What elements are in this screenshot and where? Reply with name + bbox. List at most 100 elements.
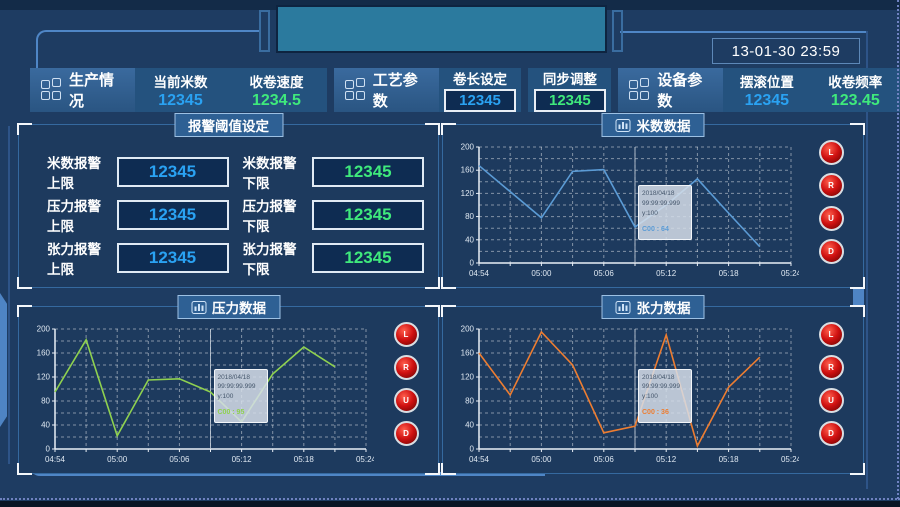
metric-swing-roller-position: 摆滚位置 12345 [723,68,811,112]
panel-pressure-data: 压力数据 0 40 80 120 160 200 04:54 05:00 05:06 05:12 0… [17,295,440,475]
svg-text:120: 120 [461,189,475,198]
chart-svg: 0 40 80 120 160 200 04:54 05:00 05:06 05:12 05:18 0… [461,143,802,279]
sync-adjust-input[interactable]: 12345 [533,89,606,112]
banner-connector-right [620,31,866,33]
svg-text:160: 160 [461,349,475,358]
svg-text:05:00: 05:00 [531,269,552,278]
svg-text:05:00: 05:00 [531,455,552,464]
led-button-U[interactable]: U [818,388,844,413]
alarm-label: 压力报警上限 [47,198,101,234]
metric-roll-length-setting: 卷长设定 12345 [438,68,522,112]
svg-text:40: 40 [465,235,474,244]
svg-text:05:24: 05:24 [356,455,374,464]
metric-label: 同步调整 [542,72,597,87]
metric-label: 收卷速度 [249,74,304,90]
title-banner [276,5,607,53]
meters-lower-limit-input[interactable]: 12345 [312,157,424,188]
svg-text:05:06: 05:06 [594,455,615,464]
svg-text:200: 200 [37,325,51,334]
corner-bracket [425,123,440,135]
alarm-label: 张力报警上限 [47,241,101,277]
group-device-parameters: 设备参数 [618,68,724,112]
svg-text:200: 200 [461,143,475,152]
chart-tooltip: 2018/04/18 99:99:99.999 y:100 C00 : 64 [638,185,692,241]
alarm-label: 米数报警下限 [242,156,297,192]
right-edge-ornament [853,252,864,350]
tension-line-chart[interactable]: 0 40 80 120 160 200 04:54 05:00 05:06 05:12 05:18 0… [453,323,802,469]
corner-bracket [425,277,440,289]
corner-bracket [850,123,865,135]
svg-text:40: 40 [41,421,50,430]
panel-alarm-thresholds: 报警阈值设定 米数报警上限 12345 米数报警下限 12345 压力报警上限 … [17,113,440,289]
svg-text:05:18: 05:18 [294,455,315,464]
grid-icon [629,78,650,100]
svg-text:05:12: 05:12 [232,455,253,464]
svg-text:0: 0 [470,445,475,454]
panel-title: 报警阈值设定 [174,113,283,137]
bottom-dotted-border [0,498,900,500]
meters-upper-limit-input[interactable]: 12345 [116,157,229,188]
led-button-L[interactable]: L [818,322,844,347]
pressure-upper-limit-input[interactable]: 12345 [116,199,229,230]
metric-value: 12345 [158,91,203,109]
svg-text:120: 120 [37,373,51,382]
corner-bracket [17,463,32,475]
left-edge-ornament [0,293,7,427]
metric-value: 123.45 [830,91,880,109]
tension-lower-limit-input[interactable]: 12345 [312,242,424,273]
panel-title: 米数数据 [601,113,705,137]
pressure-line-chart[interactable]: 0 40 80 120 160 200 04:54 05:00 05:06 05:12 05:18 0… [29,323,377,469]
svg-text:04:54: 04:54 [45,455,66,464]
corner-bracket [441,277,456,289]
led-button-U[interactable]: U [393,388,419,413]
bar-chart-icon [615,118,631,132]
panel-title-label: 压力数据 [212,301,266,316]
led-button-D[interactable]: D [393,421,419,446]
meter-line-chart[interactable]: 0 40 80 120 160 200 04:54 05:00 05:06 05:12 05:18 0… [453,141,802,283]
corner-bracket [441,123,456,135]
grid-icon [41,78,61,100]
tension-upper-limit-input[interactable]: 12345 [116,242,229,273]
alarm-label: 张力报警下限 [242,241,297,277]
group-label: 设备参数 [657,72,703,110]
svg-text:0: 0 [46,445,51,454]
right-dotted-border [897,0,899,499]
metric-label: 卷长设定 [453,72,508,87]
led-button-L[interactable]: L [818,140,844,165]
svg-text:120: 120 [461,373,475,382]
corner-bracket [850,277,865,289]
led-button-R[interactable]: R [818,173,844,198]
led-button-U[interactable]: U [818,206,844,231]
corner-bracket [425,305,440,317]
svg-text:80: 80 [465,212,474,221]
svg-text:05:24: 05:24 [781,269,799,278]
left-edge-line [8,126,10,464]
metric-current-meters: 当前米数 12345 [134,68,227,112]
roll-length-input[interactable]: 12345 [444,89,517,112]
led-button-D[interactable]: D [818,239,844,264]
parameter-strip: 生产情况 当前米数 12345 收卷速度 1234.5 工艺参数 卷长设定 12… [30,68,900,112]
corner-bracket [425,463,440,475]
panel-title-label: 米数数据 [636,119,691,134]
led-button-L[interactable]: L [393,322,419,347]
chart-tooltip: 2018/04/18 99:99:99.999 y:100 C00 : 95 [213,368,268,424]
led-button-R[interactable]: R [393,355,419,380]
svg-text:05:00: 05:00 [107,455,128,464]
svg-text:05:18: 05:18 [719,269,740,278]
pressure-lower-limit-input[interactable]: 12345 [312,199,424,230]
svg-text:05:12: 05:12 [656,269,677,278]
svg-text:80: 80 [465,397,474,406]
corner-bracket [850,305,865,317]
led-button-D[interactable]: D [818,421,844,446]
group-label: 工艺参数 [372,72,418,110]
led-button-R[interactable]: R [818,355,844,380]
corner-bracket [850,463,865,475]
corner-bracket [17,305,32,317]
panel-tension-data: 张力数据 0 40 80 120 160 200 04:54 05:00 05:06 05:12 0… [441,295,865,475]
corner-bracket [17,123,32,135]
bottom-dark-strip [0,501,900,507]
chart-svg: 0 40 80 120 160 200 04:54 05:00 05:06 05:12 05:18 0… [37,325,377,465]
alarm-label: 米数报警上限 [47,156,101,192]
panel-meter-data: 米数数据 0 40 80 120 160 200 04:54 05:00 05:06 05:12 0… [441,113,865,289]
